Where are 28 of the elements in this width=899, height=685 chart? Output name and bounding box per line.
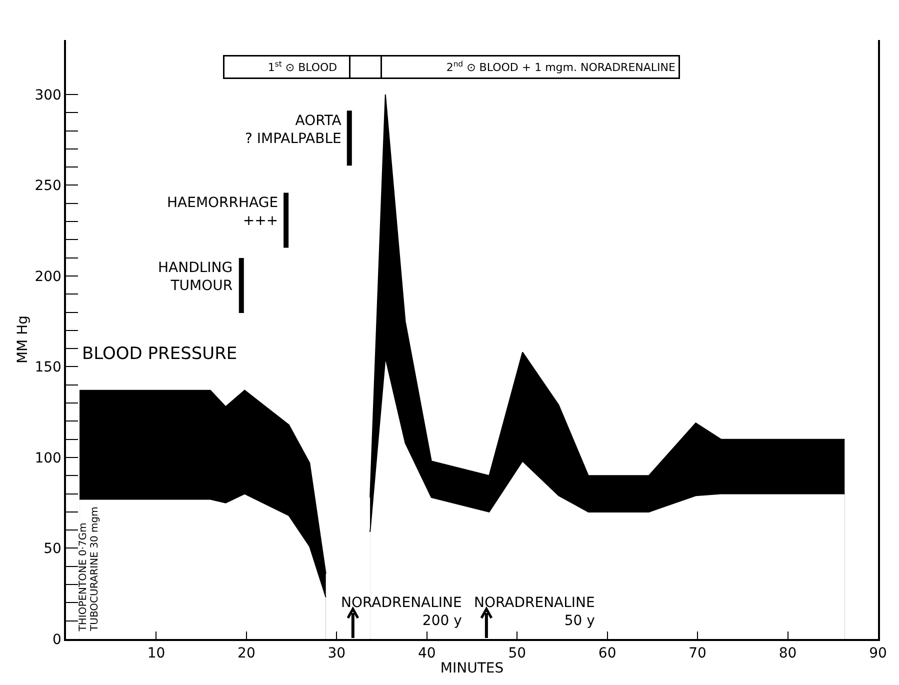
y-tick-label: 300 [34, 87, 62, 104]
annotation: 1$^{st}$ ⊙ BLOOD [268, 60, 338, 74]
x-tick-label: 30 [328, 646, 346, 662]
x-tick-label: 80 [778, 646, 797, 662]
y-tick-label: 100 [34, 450, 62, 466]
annotation: HANDLING TUMOUR [158, 260, 233, 294]
ref-line-label: NORADRENALINE 50 y [474, 595, 595, 630]
y-tick-label: 50 [44, 541, 62, 558]
y-tick-label: 200 [34, 268, 62, 285]
y-axis-title: MM Hg [14, 315, 31, 364]
annotation: AORTA ? IMPALPABLE [245, 113, 342, 148]
y-tick-label: 150 [34, 360, 62, 376]
y-tick-label: 250 [34, 178, 62, 194]
y-tick-label: 0 [52, 632, 62, 648]
annotation: THIOPENTONE 0·7Gm [78, 522, 89, 632]
x-tick-label: 10 [147, 646, 166, 662]
annotation: TUBOCURARINE 30 mgm [90, 506, 101, 632]
annotation: BLOOD PRESSURE [82, 344, 238, 364]
x-tick-label: 70 [688, 646, 706, 662]
x-tick-label: 20 [238, 646, 256, 662]
annotation: 2$^{nd}$ ⊙ BLOOD + 1 mgm. NORADRENALINE [446, 60, 676, 74]
x-axis-title: MINUTES [440, 660, 504, 676]
annotation: HAEMORRHAGE +++ [167, 195, 278, 230]
ref-line-label: NORADRENALINE 200 y [341, 595, 462, 630]
x-tick-label: 40 [418, 646, 436, 662]
x-tick-label: 50 [508, 646, 526, 662]
x-tick-label: 60 [598, 646, 616, 662]
x-tick-label: 90 [869, 646, 887, 662]
